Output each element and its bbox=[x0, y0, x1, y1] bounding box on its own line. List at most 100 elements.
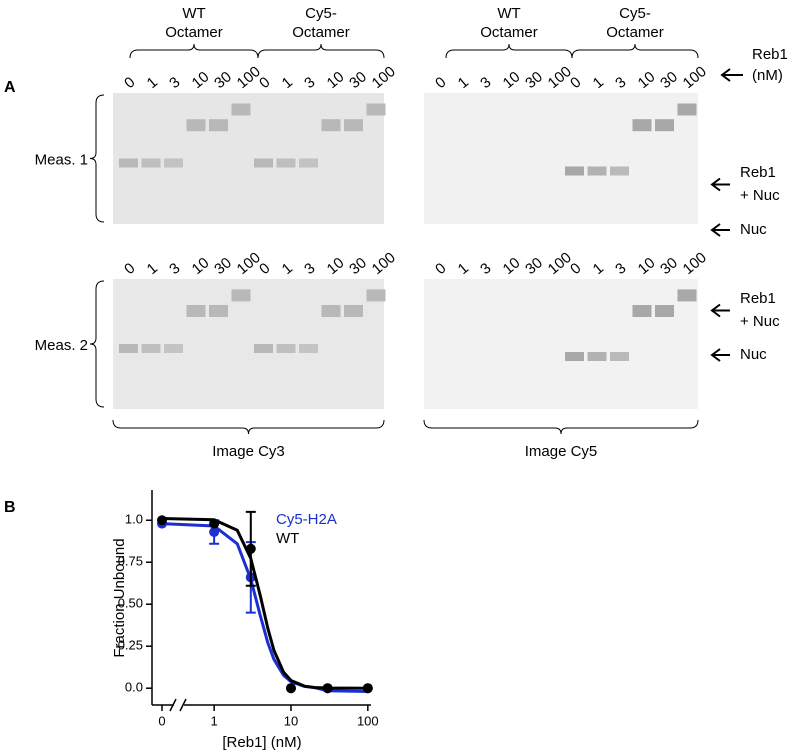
lane-label: 10 bbox=[189, 68, 213, 92]
row-label: Meas. 2 bbox=[35, 337, 88, 354]
gel-band bbox=[299, 158, 318, 168]
y-tick-label: 0.25 bbox=[118, 638, 143, 653]
lane-label: 3 bbox=[301, 74, 318, 92]
lane-label: 0 bbox=[432, 74, 449, 92]
lane-label: 0 bbox=[567, 260, 584, 278]
gel-band bbox=[276, 158, 296, 168]
band-label: + Nuc bbox=[740, 187, 780, 204]
lane-label: 1 bbox=[279, 260, 296, 278]
lane-label: 30 bbox=[657, 68, 681, 92]
lane-label: 1 bbox=[144, 260, 161, 278]
gel-band bbox=[299, 344, 318, 353]
lane-label: 3 bbox=[477, 74, 494, 92]
brace bbox=[571, 43, 699, 59]
y-tick-label: 0.75 bbox=[118, 554, 143, 569]
band-label: Nuc bbox=[740, 221, 767, 238]
brace bbox=[89, 280, 105, 408]
lane-label: 30 bbox=[211, 68, 235, 92]
gel-band bbox=[655, 305, 674, 317]
lane-label: 30 bbox=[522, 68, 546, 92]
column-header: Octamer bbox=[292, 24, 350, 41]
gel-band bbox=[632, 119, 652, 132]
gel-band bbox=[321, 119, 341, 132]
axis-break bbox=[179, 698, 187, 712]
lane-label: 3 bbox=[477, 260, 494, 278]
lane-label: 0 bbox=[432, 260, 449, 278]
arrow-head bbox=[710, 348, 721, 362]
gel-band bbox=[677, 289, 697, 302]
gel-band bbox=[276, 344, 296, 353]
lane-label: 10 bbox=[635, 68, 659, 92]
y-tick-label: 1.0 bbox=[125, 512, 143, 527]
lane-label: 0 bbox=[567, 74, 584, 92]
lane-label: 30 bbox=[657, 254, 681, 278]
lane-label: 0 bbox=[121, 260, 138, 278]
lane-label: 3 bbox=[166, 74, 183, 92]
x-tick-label: 100 bbox=[357, 713, 379, 728]
lane-label: 0 bbox=[121, 74, 138, 92]
panel-label: A bbox=[4, 79, 16, 96]
gel-band bbox=[231, 289, 251, 302]
panel-label: B bbox=[4, 499, 16, 516]
lane-label: 10 bbox=[500, 68, 524, 92]
gel-band bbox=[565, 352, 584, 361]
brace bbox=[423, 419, 699, 435]
band-label: Nuc bbox=[740, 346, 767, 363]
image-label: Image Cy5 bbox=[525, 443, 598, 460]
axis-break bbox=[169, 698, 177, 712]
gel-band bbox=[141, 344, 161, 353]
brace bbox=[129, 43, 259, 59]
lane-label: 10 bbox=[189, 254, 213, 278]
gel-image bbox=[424, 93, 698, 224]
lane-label: 1 bbox=[590, 260, 607, 278]
lane-label: 1 bbox=[590, 74, 607, 92]
gel-band bbox=[141, 158, 161, 168]
gel-band bbox=[231, 103, 251, 116]
column-header: Octamer bbox=[165, 24, 223, 41]
gel-band bbox=[344, 119, 363, 132]
lane-label: 100 bbox=[680, 249, 710, 278]
lane-label: 3 bbox=[612, 74, 629, 92]
brace bbox=[112, 419, 385, 435]
gel-band bbox=[632, 305, 652, 317]
gel-band bbox=[254, 344, 273, 353]
legend-entry: WT bbox=[276, 530, 299, 547]
column-header: Cy5- bbox=[619, 5, 651, 22]
column-header: Cy5- bbox=[305, 5, 337, 22]
gel-band bbox=[164, 344, 183, 353]
gel-band bbox=[186, 305, 206, 317]
lane-label: 3 bbox=[612, 260, 629, 278]
x-tick-label: 10 bbox=[284, 713, 298, 728]
band-label: Reb1 bbox=[740, 290, 776, 307]
data-point bbox=[157, 515, 167, 526]
data-point bbox=[209, 518, 220, 529]
lane-label: 30 bbox=[346, 68, 370, 92]
gel-band bbox=[119, 158, 138, 168]
lane-label: 10 bbox=[500, 254, 524, 278]
lane-label: 100 bbox=[369, 63, 399, 92]
image-label: Image Cy3 bbox=[212, 443, 285, 460]
data-point bbox=[322, 683, 333, 694]
legend-entry: Cy5-H2A bbox=[276, 511, 337, 528]
gel-band bbox=[119, 344, 138, 353]
fit-curve bbox=[161, 517, 368, 690]
column-header: Octamer bbox=[606, 24, 664, 41]
lane-label: 3 bbox=[166, 260, 183, 278]
gel-band bbox=[321, 305, 341, 317]
gel-band bbox=[366, 103, 386, 116]
gel-band bbox=[610, 166, 629, 176]
data-point bbox=[245, 543, 256, 554]
band-label: + Nuc bbox=[740, 313, 780, 330]
lane-label: 10 bbox=[324, 68, 348, 92]
x-axis-label: [Reb1] (nM) bbox=[222, 734, 301, 751]
gel-band bbox=[209, 305, 228, 317]
lane-label: 30 bbox=[211, 254, 235, 278]
y-tick-label: 0.0 bbox=[125, 680, 143, 695]
gel-band bbox=[366, 289, 386, 302]
gel-band bbox=[186, 119, 206, 132]
arrow-head bbox=[710, 223, 721, 237]
lane-label: 0 bbox=[256, 74, 273, 92]
brace bbox=[89, 94, 105, 223]
gel-image bbox=[424, 279, 698, 409]
lane-label: 30 bbox=[346, 254, 370, 278]
